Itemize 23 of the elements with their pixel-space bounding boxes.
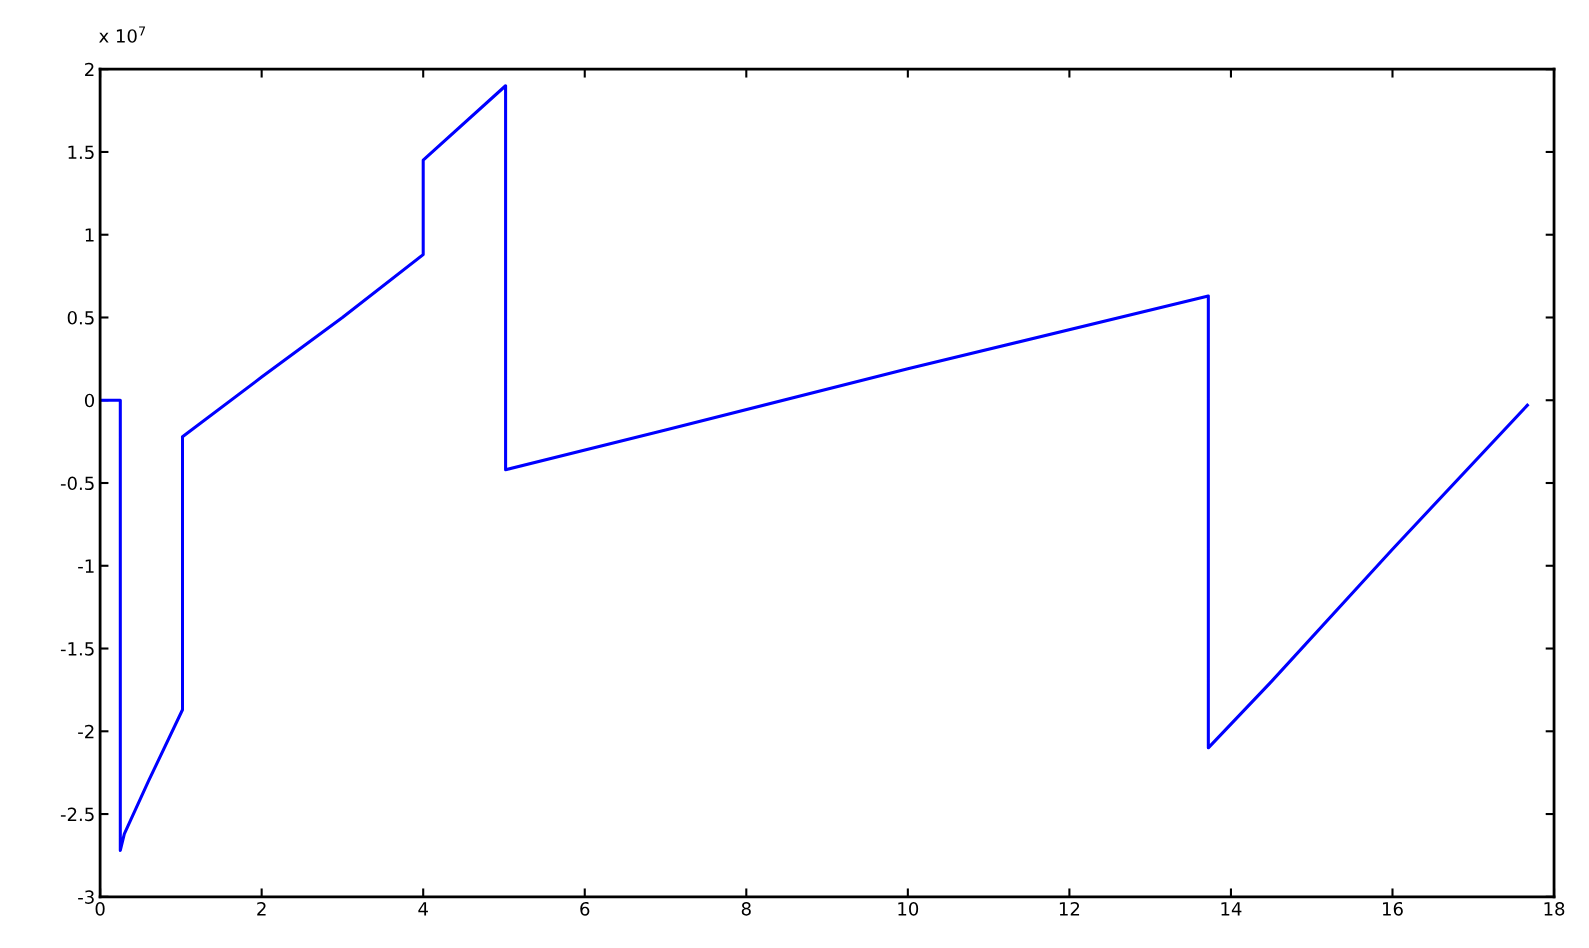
x-tick-label: 16 [1382, 901, 1403, 916]
x-tick-label: 0 [95, 901, 105, 916]
x-tick-label: 18 [1544, 901, 1565, 916]
y-tick-label: 0 [84, 393, 95, 408]
y-tick-label: 1.5 [68, 145, 94, 160]
y-tick-label: -1.5 [60, 642, 94, 656]
x-tick-label: 10 [898, 901, 919, 916]
y-tick-label: 0.5 [67, 310, 94, 325]
y-tick-label: -0.5 [60, 476, 94, 491]
x-tick-label: 6 [580, 901, 590, 916]
y-tick-label: -3 [78, 890, 94, 904]
y-tick-label: -2.5 [60, 807, 94, 822]
y-tick-label: 1 [85, 228, 94, 242]
x-tick-label: 4 [418, 902, 428, 916]
x-tick-label: 14 [1221, 902, 1242, 916]
y-tick-label: 2 [85, 62, 94, 77]
text: x 10$^{7}$ [99, 26, 146, 43]
x-tick-label: 8 [741, 901, 751, 916]
x-tick-label: 12 [1059, 901, 1080, 916]
x-tick-label: 2 [257, 901, 266, 916]
y-tick-label: -2 [78, 724, 94, 739]
line-series [100, 84, 1529, 852]
y-tick-label: -1 [78, 559, 94, 573]
